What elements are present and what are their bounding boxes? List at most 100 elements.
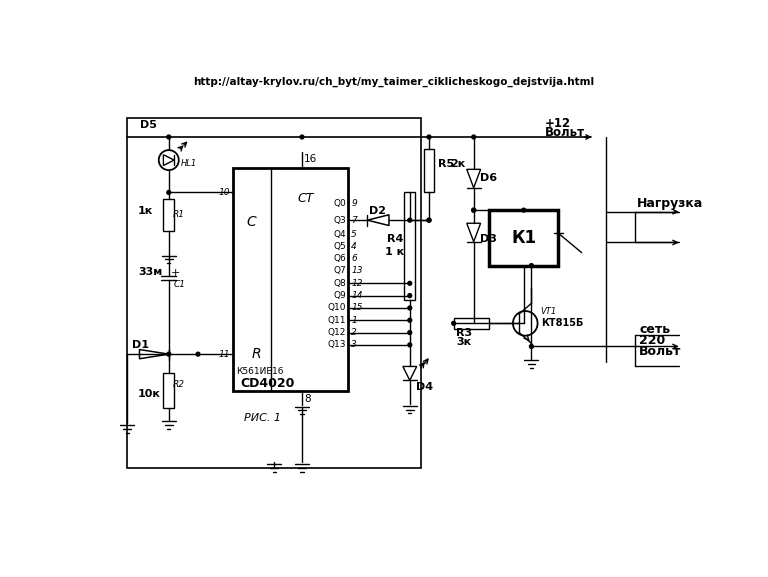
Circle shape [408, 306, 412, 310]
Text: 3к: 3к [456, 337, 471, 347]
Text: 16: 16 [304, 153, 317, 163]
Text: 11: 11 [218, 350, 230, 359]
Circle shape [427, 135, 431, 139]
Text: Вольт: Вольт [639, 344, 682, 358]
Bar [164, 373, 174, 408]
Text: 1: 1 [351, 316, 357, 325]
Text: 2: 2 [351, 328, 357, 337]
Text: +: + [170, 268, 180, 278]
Text: Q13: Q13 [327, 340, 346, 350]
Circle shape [529, 344, 533, 349]
Text: R3: R3 [456, 328, 472, 338]
Text: 10к: 10к [138, 389, 161, 399]
Text: сеть: сеть [639, 323, 670, 336]
Text: 4: 4 [351, 242, 357, 251]
Circle shape [513, 311, 538, 336]
Text: Вольт: Вольт [545, 126, 584, 139]
Text: 7: 7 [351, 216, 357, 224]
Circle shape [427, 218, 431, 222]
Text: Нагрузка: Нагрузка [637, 197, 703, 211]
Polygon shape [467, 223, 481, 242]
Circle shape [472, 321, 475, 325]
Text: 12: 12 [351, 279, 362, 288]
Text: R1: R1 [173, 210, 184, 219]
Circle shape [167, 352, 170, 356]
Text: R4: R4 [386, 234, 403, 243]
Text: Q0: Q0 [333, 200, 346, 208]
Text: R: R [251, 347, 261, 361]
Circle shape [452, 321, 455, 325]
Text: D5: D5 [141, 119, 157, 130]
Circle shape [408, 282, 412, 285]
Polygon shape [403, 366, 417, 380]
Polygon shape [467, 169, 481, 188]
Text: 9: 9 [351, 200, 357, 208]
Text: CT: CT [298, 192, 314, 205]
Text: 2к: 2к [451, 159, 466, 169]
Circle shape [472, 135, 475, 139]
Text: 33м: 33м [138, 267, 162, 277]
Text: C: C [247, 215, 256, 228]
Text: Q11: Q11 [327, 316, 346, 325]
Text: http://altay-krylov.ru/ch_byt/my_taimer_ciklicheskogo_dejstvija.html: http://altay-krylov.ru/ch_byt/my_taimer_… [193, 76, 594, 87]
Text: 1 к: 1 к [385, 247, 404, 257]
Circle shape [472, 208, 475, 212]
Circle shape [167, 190, 170, 194]
Text: D1: D1 [132, 340, 149, 350]
Bar [489, 210, 558, 265]
Circle shape [196, 352, 200, 356]
Text: Q8: Q8 [333, 279, 346, 288]
Text: Q9: Q9 [333, 291, 346, 300]
Circle shape [408, 343, 412, 347]
Circle shape [529, 264, 533, 268]
Text: 1к: 1к [138, 206, 153, 216]
Polygon shape [140, 350, 169, 359]
Bar [233, 168, 348, 391]
Text: D2: D2 [369, 206, 386, 216]
Text: Q10: Q10 [327, 304, 346, 312]
Text: Q7: Q7 [333, 267, 346, 275]
Text: 6: 6 [351, 254, 357, 263]
Text: C1: C1 [174, 280, 185, 289]
Bar [424, 148, 435, 193]
Text: VT1: VT1 [541, 308, 557, 316]
Text: R5: R5 [439, 159, 455, 169]
Text: К1: К1 [511, 229, 536, 247]
Bar [164, 198, 174, 231]
Text: РИС. 1: РИС. 1 [244, 413, 281, 423]
Text: Q3: Q3 [333, 216, 346, 224]
Bar [405, 193, 415, 300]
Polygon shape [367, 215, 389, 226]
Text: 14: 14 [351, 291, 362, 300]
Text: D3: D3 [480, 234, 497, 245]
Text: R2: R2 [173, 380, 184, 389]
Circle shape [300, 135, 304, 139]
Circle shape [408, 331, 412, 335]
Circle shape [408, 218, 412, 222]
Text: Q5: Q5 [333, 242, 346, 251]
Text: Q6: Q6 [333, 254, 346, 263]
Circle shape [167, 135, 170, 139]
Text: 8: 8 [304, 394, 311, 404]
Circle shape [427, 218, 431, 222]
Circle shape [408, 294, 412, 298]
Text: 220: 220 [639, 334, 666, 347]
Text: К561ИЕ16: К561ИЕ16 [237, 368, 284, 376]
Circle shape [521, 208, 525, 212]
Text: D6: D6 [480, 173, 497, 183]
Text: 3: 3 [351, 340, 357, 350]
Text: Q12: Q12 [327, 328, 346, 337]
Text: 5: 5 [351, 230, 357, 238]
Polygon shape [164, 155, 174, 166]
Text: CD4020: CD4020 [240, 377, 295, 390]
Text: +12: +12 [545, 117, 571, 130]
Circle shape [159, 150, 179, 170]
Text: HL1: HL1 [180, 159, 197, 168]
Text: Q4: Q4 [333, 230, 346, 238]
Bar [454, 318, 489, 329]
Bar [127, 118, 422, 468]
Text: 13: 13 [351, 267, 362, 275]
Text: КТ815Б: КТ815Б [541, 319, 583, 328]
Circle shape [472, 208, 475, 212]
Text: D4: D4 [416, 382, 433, 392]
